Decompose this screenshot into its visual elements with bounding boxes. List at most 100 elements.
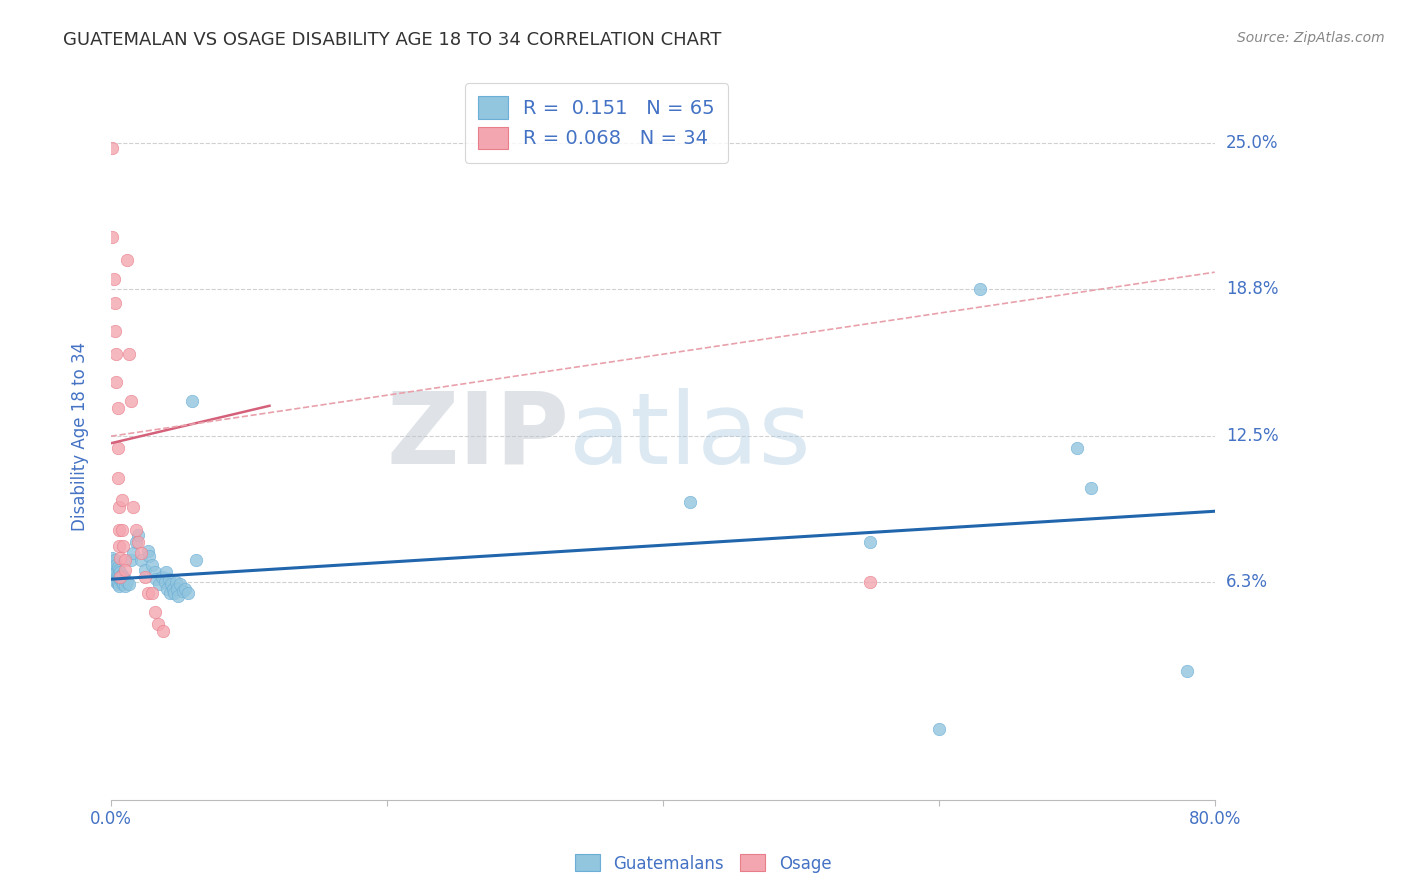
Point — [105, 574, 128, 589]
Point — [166, 582, 188, 596]
Point — [118, 347, 141, 361]
Point — [114, 572, 136, 586]
Point — [181, 394, 204, 409]
Point — [127, 534, 149, 549]
Point — [110, 565, 132, 579]
Point — [114, 563, 136, 577]
Point — [928, 723, 950, 737]
Text: 18.8%: 18.8% — [1226, 279, 1278, 298]
Point — [121, 553, 143, 567]
Point — [101, 230, 124, 244]
Text: Source: ZipAtlas.com: Source: ZipAtlas.com — [1237, 31, 1385, 45]
Point — [859, 534, 882, 549]
Point — [111, 574, 134, 589]
Point — [104, 553, 127, 567]
Point — [155, 565, 177, 579]
Legend: R =  0.151   N = 65, R = 0.068   N = 34: R = 0.151 N = 65, R = 0.068 N = 34 — [465, 83, 728, 162]
Point — [163, 586, 186, 600]
Point — [162, 582, 184, 596]
Point — [103, 272, 125, 286]
Point — [969, 282, 991, 296]
Point — [127, 527, 149, 541]
Point — [146, 616, 169, 631]
Point — [160, 577, 183, 591]
Y-axis label: Disability Age 18 to 34: Disability Age 18 to 34 — [72, 342, 89, 531]
Point — [152, 624, 174, 638]
Point — [105, 376, 128, 390]
Point — [129, 546, 152, 560]
Point — [110, 551, 132, 566]
Point — [107, 471, 129, 485]
Point — [141, 586, 163, 600]
Point — [159, 586, 181, 600]
Point — [107, 401, 129, 416]
Text: GUATEMALAN VS OSAGE DISABILITY AGE 18 TO 34 CORRELATION CHART: GUATEMALAN VS OSAGE DISABILITY AGE 18 TO… — [63, 31, 721, 49]
Point — [103, 570, 125, 584]
Point — [114, 553, 136, 567]
Point — [156, 582, 179, 596]
Point — [141, 558, 163, 573]
Point — [186, 553, 208, 567]
Text: atlas: atlas — [569, 388, 811, 484]
Point — [107, 567, 129, 582]
Point — [121, 500, 143, 514]
Point — [111, 567, 134, 582]
Point — [110, 572, 132, 586]
Point — [118, 577, 141, 591]
Point — [136, 586, 159, 600]
Point — [153, 574, 176, 589]
Point — [148, 577, 170, 591]
Point — [172, 583, 194, 598]
Point — [103, 563, 125, 577]
Point — [174, 582, 197, 596]
Point — [108, 579, 131, 593]
Text: ZIP: ZIP — [387, 388, 569, 484]
Point — [107, 560, 129, 574]
Point — [114, 579, 136, 593]
Point — [105, 558, 128, 573]
Point — [1175, 664, 1198, 678]
Point — [107, 577, 129, 591]
Point — [108, 500, 131, 514]
Point — [129, 553, 152, 567]
Point — [111, 523, 134, 537]
Point — [108, 540, 131, 554]
Point — [107, 441, 129, 455]
Point — [1080, 481, 1102, 495]
Point — [121, 546, 143, 560]
Point — [108, 523, 131, 537]
Point — [167, 589, 190, 603]
Point — [110, 570, 132, 584]
Point — [124, 523, 146, 537]
Text: 6.3%: 6.3% — [1226, 573, 1268, 591]
Point — [1066, 441, 1088, 455]
Text: 12.5%: 12.5% — [1226, 427, 1278, 445]
Point — [169, 577, 191, 591]
Point — [104, 324, 127, 338]
Point — [101, 567, 124, 582]
Point — [134, 563, 156, 577]
Point — [143, 565, 166, 579]
Text: 25.0%: 25.0% — [1226, 135, 1278, 153]
Point — [112, 540, 135, 554]
Point — [157, 572, 180, 586]
Point — [112, 570, 135, 584]
Point — [138, 549, 160, 563]
Point — [101, 141, 124, 155]
Point — [121, 394, 143, 409]
Point — [104, 295, 127, 310]
Point — [679, 495, 702, 509]
Point — [165, 574, 187, 589]
Point — [145, 572, 167, 586]
Legend: Guatemalans, Osage: Guatemalans, Osage — [568, 847, 838, 880]
Point — [108, 563, 131, 577]
Point — [104, 572, 127, 586]
Point — [105, 565, 128, 579]
Point — [136, 544, 159, 558]
Point — [104, 563, 127, 577]
Point — [117, 253, 139, 268]
Point — [105, 347, 128, 361]
Point — [112, 577, 135, 591]
Point — [143, 605, 166, 619]
Point — [150, 570, 173, 584]
